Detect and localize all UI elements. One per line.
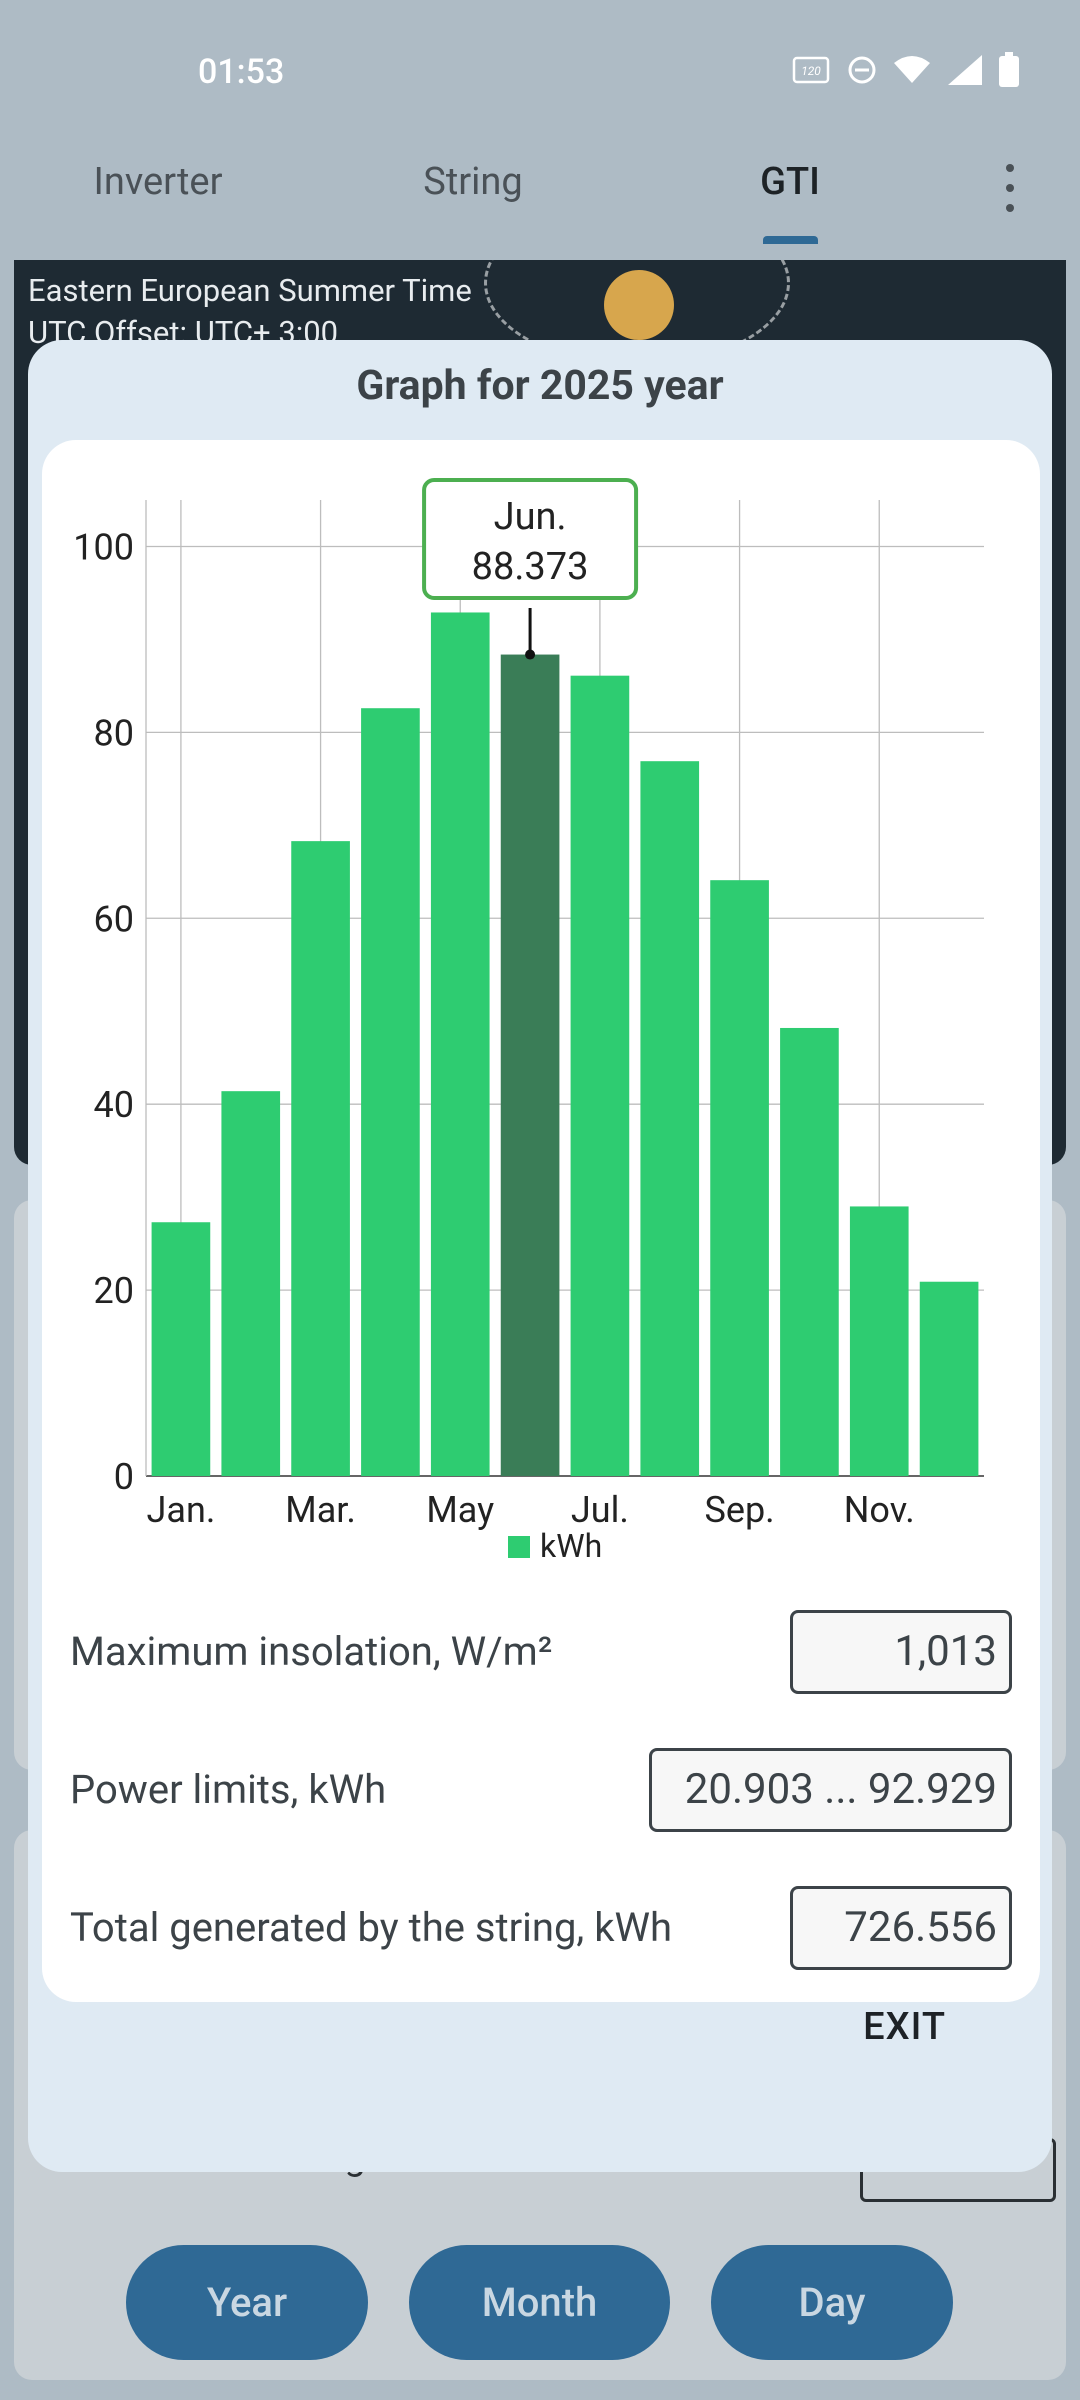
total-generated-label: Total generated by the string, kWh xyxy=(70,1904,673,1951)
x-tick-label: Nov. xyxy=(844,1489,915,1531)
x-tick-label: Mar. xyxy=(285,1489,356,1531)
tab-string[interactable]: String xyxy=(423,160,523,204)
x-tick-label: Jan. xyxy=(147,1489,216,1531)
signal-icon xyxy=(948,55,982,85)
max-insolation-label: Maximum insolation, W/m² xyxy=(70,1628,553,1675)
bar-dec xyxy=(919,1281,979,1476)
tab-gti[interactable]: GTI xyxy=(760,160,820,204)
bar-aug xyxy=(640,761,700,1476)
bar-nov xyxy=(849,1206,909,1476)
graph-dialog: Graph for 2025 year 0 20 40 60 80 100 Jan. Mar.… xyxy=(28,340,1052,2172)
year-button[interactable]: Year xyxy=(126,2245,368,2360)
overflow-menu-icon[interactable] xyxy=(1000,158,1020,218)
network-type-text: 6 xyxy=(922,74,930,87)
y-tick-label: 60 xyxy=(94,898,134,940)
dnd-icon xyxy=(848,56,876,84)
bar-apr xyxy=(361,708,420,1476)
y-tick-label: 100 xyxy=(73,526,134,568)
dialog-title: Graph for 2025 year xyxy=(356,362,724,410)
day-button[interactable]: Day xyxy=(711,2245,953,2360)
max-insolation-row: Maximum insolation, W/m² 1,013 xyxy=(70,1610,1012,1694)
power-limits-row: Power limits, kWh 20.903 ... 92.929 xyxy=(70,1748,1012,1832)
status-time: 01:53 xyxy=(198,52,285,92)
bar-may xyxy=(430,612,490,1476)
tooltip-box xyxy=(422,478,639,600)
refresh-rate-icon: 120 xyxy=(792,56,830,84)
bar-jun xyxy=(500,654,560,1476)
bar-sep xyxy=(710,880,769,1476)
tooltip-dot xyxy=(525,649,536,660)
bar-oct xyxy=(780,1027,839,1476)
max-insolation-value[interactable]: 1,013 xyxy=(790,1610,1012,1694)
x-tick-label: Sep. xyxy=(704,1489,774,1531)
y-tick-label: 40 xyxy=(94,1084,134,1126)
exit-button[interactable]: EXIT xyxy=(863,2005,946,2049)
chart-card: 0 20 40 60 80 100 Jan. Mar. May Jul. Sep. Nov. kWh Ju… xyxy=(42,440,1040,2002)
y-tick-label: 20 xyxy=(94,1270,134,1312)
y-tick-label: 0 xyxy=(114,1456,134,1498)
total-generated-value[interactable]: 726.556 xyxy=(790,1886,1012,1970)
tab-inverter[interactable]: Inverter xyxy=(93,160,223,204)
legend-swatch xyxy=(508,1536,530,1558)
tab-indicator xyxy=(763,236,818,244)
bar-jan xyxy=(151,1222,211,1476)
sun-icon xyxy=(604,270,674,340)
x-tick-label: May xyxy=(426,1489,494,1531)
y-tick-label: 80 xyxy=(94,712,134,754)
power-limits-value[interactable]: 20.903 ... 92.929 xyxy=(649,1748,1012,1832)
month-button[interactable]: Month xyxy=(409,2245,670,2360)
legend-label: kWh xyxy=(540,1527,602,1565)
bar-jul xyxy=(570,675,630,1476)
total-generated-row: Total generated by the string, kWh 726.5… xyxy=(70,1886,1012,1970)
bar-chart[interactable]: 0 20 40 60 80 100 Jan. Mar. May Jul. Sep. Nov. kWh Ju… xyxy=(42,440,1040,1600)
tooltip-month: Jun. xyxy=(494,495,567,539)
refresh-rate-text: 120 xyxy=(801,64,821,78)
tooltip-value: 88.373 xyxy=(472,545,589,589)
status-icons: 120 6 xyxy=(792,52,1020,88)
wifi-icon: 6 xyxy=(894,56,930,87)
x-tick-label: Jul. xyxy=(571,1489,629,1531)
bar-mar xyxy=(291,841,350,1476)
status-bar: 01:53 120 6 xyxy=(0,0,1080,150)
tab-bar: Inverter String GTI xyxy=(0,150,1080,250)
battery-icon xyxy=(999,52,1019,87)
power-limits-label: Power limits, kWh xyxy=(70,1766,387,1813)
bar-feb xyxy=(221,1091,281,1476)
timezone-name: Eastern European Summer Time xyxy=(28,272,472,309)
